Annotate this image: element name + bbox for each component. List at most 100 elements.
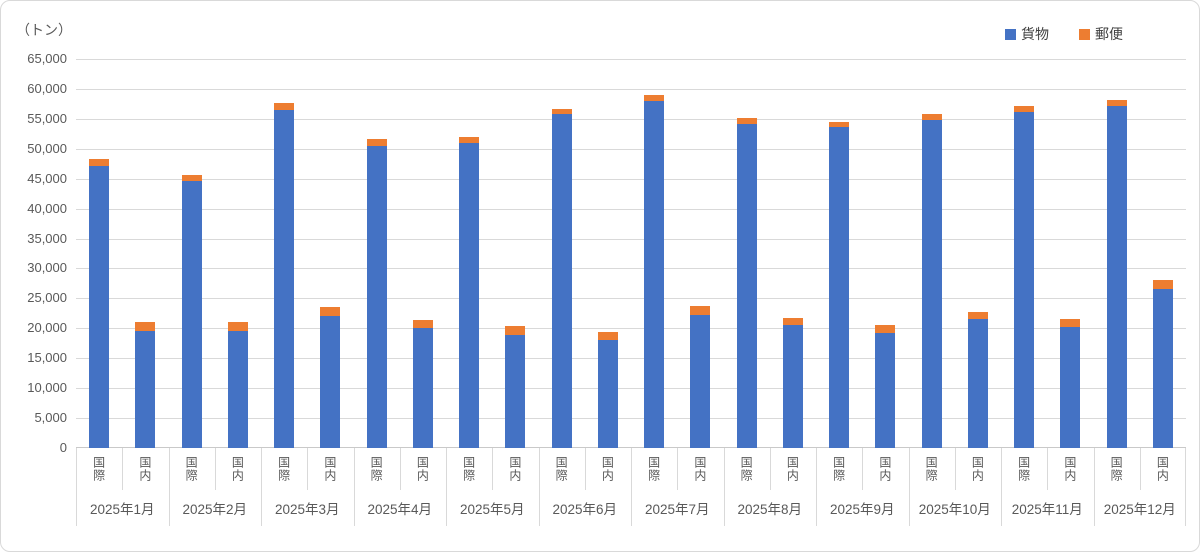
- sub-category-cell-国際-2025年11月: 国際: [1001, 448, 1047, 490]
- month-label: 2025年4月: [367, 502, 433, 517]
- month-label: 2025年8月: [737, 502, 803, 517]
- month-label: 2025年12月: [1103, 502, 1176, 517]
- month-label: 2025年11月: [1011, 502, 1083, 517]
- bar-segment-貨物-国内-2025年3月: [320, 316, 341, 448]
- sub-category-separator: [954, 448, 956, 490]
- sub-category-label: 国内: [970, 456, 985, 482]
- bar-segment-郵便-国際-2025年8月: [736, 117, 757, 125]
- gridline: [76, 148, 1186, 150]
- legend: 貨物 郵便: [1005, 24, 1123, 44]
- bar-segment-貨物-国際-2025年12月: [1106, 106, 1127, 448]
- bar-segment-郵便-国際-2025年5月: [459, 137, 480, 144]
- gridline: [76, 238, 1186, 240]
- bar-segment-郵便-国際-2025年3月: [274, 103, 295, 111]
- sub-category-label: 国際: [739, 456, 754, 482]
- sub-category-label: 国際: [646, 456, 661, 482]
- y-tick-label: 20,000: [27, 320, 67, 336]
- month-separator: [1185, 448, 1186, 526]
- bar-segment-郵便-国内-2025年6月: [597, 331, 618, 341]
- gridline: [76, 59, 1186, 60]
- gridline: [76, 208, 1186, 210]
- sub-category-label: 国際: [369, 456, 384, 482]
- bar-segment-貨物-国内-2025年5月: [505, 334, 526, 448]
- sub-category-label: 国内: [692, 456, 707, 482]
- month-separator: [261, 448, 262, 526]
- sub-category-label: 国際: [91, 456, 106, 482]
- gridline: [76, 178, 1186, 180]
- bar-segment-郵便-国内-2025年11月: [1060, 319, 1081, 327]
- sub-category-label: 国際: [1016, 456, 1031, 482]
- month-label: 2025年9月: [829, 502, 895, 517]
- sub-category-separator: [1047, 448, 1049, 490]
- bar-segment-貨物-国内-2025年12月: [1152, 288, 1173, 448]
- sub-category-label: 国際: [924, 456, 939, 482]
- bar-segment-貨物-国内-2025年2月: [227, 331, 248, 448]
- sub-category-cell-国際-2025年4月: 国際: [354, 448, 400, 490]
- sub-category-label: 国際: [276, 456, 291, 482]
- sub-category-cell-国内-2025年10月: 国内: [955, 448, 1001, 490]
- sub-category-label: 国内: [1062, 456, 1077, 482]
- sub-category-label: 国内: [230, 456, 245, 482]
- sub-category-cell-国内-2025年3月: 国内: [307, 448, 353, 490]
- bar-segment-郵便-国内-2025年1月: [135, 321, 156, 332]
- month-label: 2025年7月: [644, 502, 710, 517]
- sub-category-label: 国際: [1109, 456, 1124, 482]
- sub-category-label: 国内: [137, 456, 152, 482]
- gridline: [76, 298, 1186, 300]
- month-label: 2025年5月: [459, 502, 525, 517]
- y-tick-label: 0: [59, 440, 67, 455]
- plot-area: [76, 59, 1186, 448]
- sub-category-separator: [677, 448, 679, 490]
- sub-category-cell-国内-2025年5月: 国内: [492, 448, 538, 490]
- sub-category-cell-国際-2025年8月: 国際: [724, 448, 770, 490]
- legend-label-cargo: 貨物: [1021, 26, 1049, 42]
- sub-category-cell-国際-2025年7月: 国際: [631, 448, 677, 490]
- bar-segment-郵便-国内-2025年3月: [320, 306, 341, 317]
- legend-item-cargo: 貨物: [1005, 24, 1049, 44]
- mail-color-swatch-icon: [1079, 28, 1090, 40]
- bar-segment-郵便-国内-2025年5月: [505, 325, 526, 335]
- month-separator: [816, 448, 817, 526]
- bar-segment-郵便-国際-2025年11月: [1014, 105, 1035, 112]
- sub-category-separator: [769, 448, 771, 490]
- bar-segment-貨物-国際-2025年3月: [274, 110, 295, 448]
- y-tick-label: 50,000: [27, 140, 67, 156]
- sub-category-label: 国際: [831, 456, 846, 482]
- bar-segment-郵便-国内-2025年4月: [412, 319, 433, 328]
- sub-category-cell-国内-2025年1月: 国内: [122, 448, 168, 490]
- sub-category-separator: [399, 448, 401, 490]
- bar-segment-郵便-国際-2025年4月: [366, 139, 387, 147]
- bar-segment-貨物-国内-2025年4月: [412, 327, 433, 448]
- sub-category-label: 国内: [1155, 456, 1170, 482]
- gridline: [76, 88, 1186, 90]
- sub-category-cell-国際-2025年12月: 国際: [1094, 448, 1140, 490]
- sub-category-cell-国際-2025年2月: 国際: [169, 448, 215, 490]
- x-axis: 国際 国内 2025年1月 国際 国内 2025年2月 国際 国内 2025年3月 国際 国内 202…: [76, 448, 1186, 526]
- sub-category-label: 国際: [554, 456, 569, 482]
- sub-category-label: 国内: [877, 456, 892, 482]
- month-separator: [723, 448, 725, 526]
- y-tick-label: 15,000: [27, 350, 67, 366]
- sub-category-separator: [307, 448, 309, 490]
- sub-category-separator: [584, 448, 586, 490]
- bar-segment-貨物-国際-2025年1月: [89, 165, 110, 448]
- x-axis-line: [76, 447, 1186, 448]
- sub-category-label: 国際: [461, 456, 476, 482]
- bar-segment-貨物-国内-2025年6月: [597, 340, 618, 448]
- bar-segment-貨物-国内-2025年1月: [135, 331, 156, 448]
- sub-category-cell-国際-2025年3月: 国際: [261, 448, 307, 490]
- sub-category-cell-国内-2025年8月: 国内: [770, 448, 816, 490]
- bar-segment-貨物-国際-2025年6月: [551, 114, 572, 448]
- bar-segment-貨物-国際-2025年4月: [366, 146, 387, 448]
- bar-segment-郵便-国際-2025年1月: [89, 158, 110, 166]
- sub-category-separator: [492, 448, 494, 490]
- bar-segment-郵便-国際-2025年10月: [921, 114, 942, 121]
- month-separator: [76, 448, 77, 526]
- month-label: 2025年1月: [89, 502, 155, 517]
- bar-segment-郵便-国際-2025年9月: [829, 121, 850, 127]
- y-tick-label: 10,000: [27, 380, 67, 396]
- bar-segment-貨物-国際-2025年9月: [829, 126, 850, 448]
- month-separator: [353, 448, 355, 526]
- bar-segment-郵便-国際-2025年6月: [551, 108, 572, 115]
